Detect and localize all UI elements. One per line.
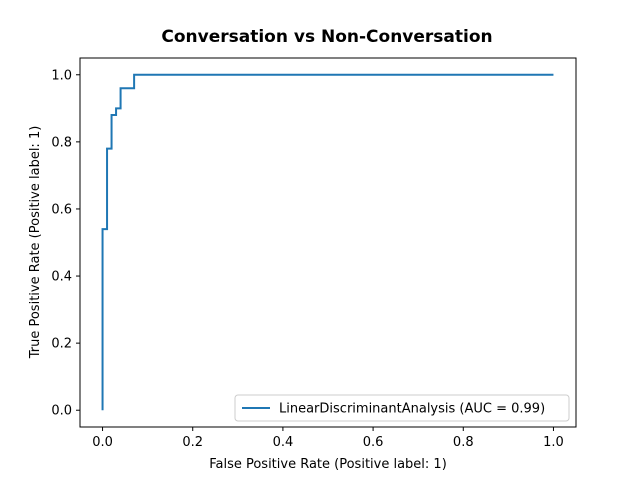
x-tick-label: 0.0 [92,435,113,450]
y-tick-label: 0.4 [51,270,72,285]
x-tick-label: 0.4 [273,435,294,450]
plot-lines [101,73,554,411]
y-tick-label: 0.8 [51,135,72,150]
x-axis-ticks: 0.0 0.2 0.4 0.6 0.8 1.0 [92,427,564,450]
y-axis-ticks: 0.0 0.2 0.4 0.6 0.8 1.0 [51,68,80,419]
plot-frame [79,57,577,428]
y-tick-label: 0.6 [51,202,72,217]
legend-entry-label: LinearDiscriminantAnalysis (AUC = 0.99) [279,402,545,417]
y-axis-label: True Positive Rate (Positive label: 1) [28,126,43,360]
x-tick-label: 0.6 [363,435,384,450]
plot-area [80,58,576,427]
y-tick-label: 0.0 [51,404,72,419]
x-axis-label: False Positive Rate (Positive label: 1) [209,457,447,472]
legend: LinearDiscriminantAnalysis (AUC = 0.99) [234,394,570,422]
x-tick-label: 0.8 [453,435,474,450]
x-tick-label: 0.2 [182,435,203,450]
series-line-0 [101,73,554,411]
chart-title: Conversation vs Non-Conversation [161,27,492,47]
x-tick-label: 1.0 [543,435,564,450]
y-tick-label: 1.0 [51,68,72,83]
y-tick-label: 0.2 [51,337,72,352]
legend-box [234,394,570,422]
